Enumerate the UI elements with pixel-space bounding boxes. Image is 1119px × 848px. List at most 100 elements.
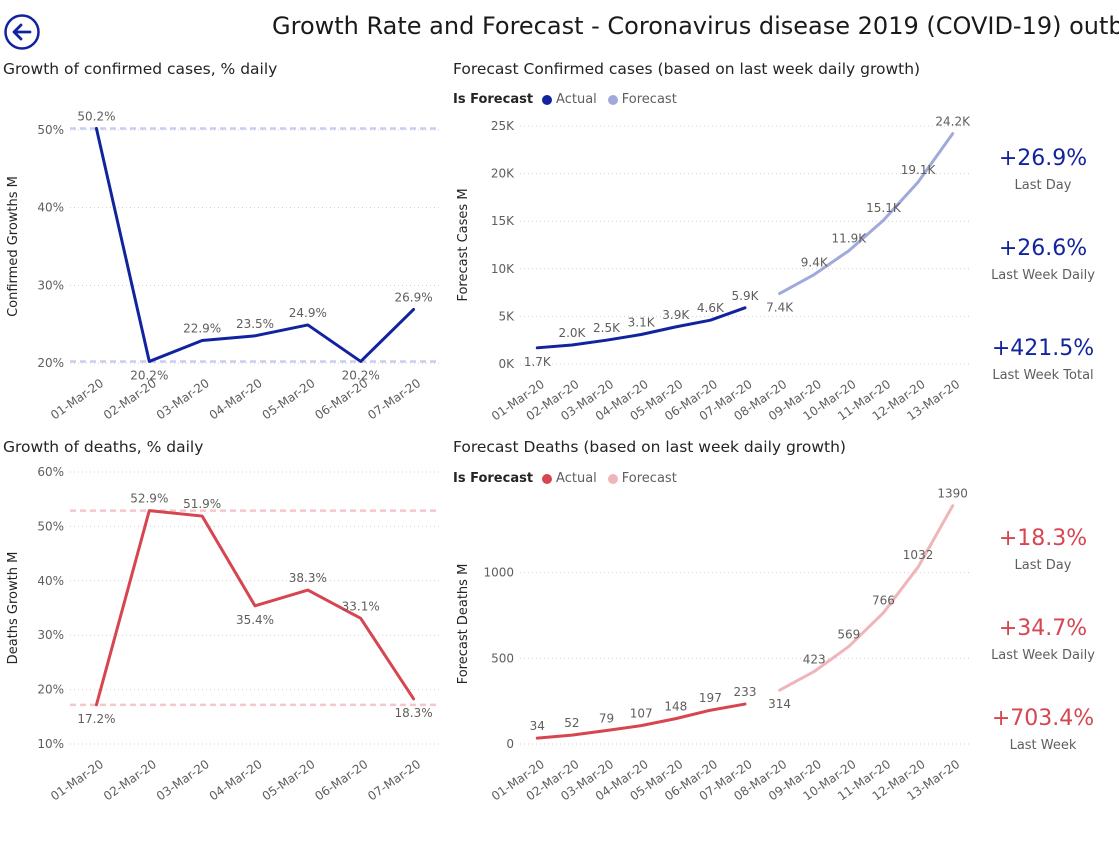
x-tick-label: 01-Mar-20 <box>48 376 106 423</box>
x-tick-label: 03-Mar-20 <box>154 376 212 423</box>
y-axis-title: Confirmed Growths M <box>6 176 21 317</box>
kpi-confirmed-last-week-daily: +26.6% Last Week Daily <box>973 236 1113 283</box>
data-label: 20.2% <box>342 368 380 382</box>
series-line-actual[interactable] <box>535 702 747 740</box>
x-tick-label: 02-Mar-20 <box>101 757 159 804</box>
y-tick-label: 60% <box>37 465 64 479</box>
kpi-label: Last Week Total <box>992 368 1094 383</box>
data-label: 2.5K <box>593 321 621 335</box>
data-label: 50.2% <box>77 109 115 123</box>
data-label: 197 <box>699 691 722 705</box>
data-label: 1032 <box>903 548 934 562</box>
series-line-growth[interactable] <box>94 126 416 363</box>
confirmed-growth-title: Growth of confirmed cases, % daily <box>3 60 278 78</box>
data-label: 1.7K <box>524 355 552 369</box>
kpi-value: +18.3% <box>998 526 1088 551</box>
data-label: 24.9% <box>289 306 327 320</box>
series-line-forecast[interactable] <box>778 132 955 296</box>
x-tick-label: 07-Mar-20 <box>365 376 423 423</box>
x-tick-label: 01-Mar-20 <box>48 757 106 804</box>
data-label: 3.9K <box>662 308 690 322</box>
y-tick-label: 25K <box>491 119 515 133</box>
x-tick-label: 05-Mar-20 <box>260 376 318 423</box>
kpi-deaths-last-week: +703.4% Last Week <box>973 706 1113 753</box>
kpi-label: Last Week Daily <box>991 648 1095 663</box>
y-tick-label: 50% <box>37 519 64 533</box>
legend-title: Is Forecast <box>453 92 534 107</box>
data-label: 423 <box>803 652 826 666</box>
data-label: 233 <box>734 685 757 699</box>
series-line-forecast[interactable] <box>778 504 955 692</box>
y-tick-label: 30% <box>37 628 64 642</box>
data-label: 15.1K <box>866 201 902 215</box>
legend-item-actual[interactable]: Actual <box>542 471 597 486</box>
data-label: 148 <box>664 700 687 714</box>
data-label: 569 <box>837 627 860 641</box>
data-label: 22.9% <box>183 321 221 335</box>
data-label: 7.4K <box>766 301 794 315</box>
y-axis-title: Deaths Growth M <box>6 552 21 665</box>
back-arrow-icon[interactable] <box>4 14 40 50</box>
legend-item-forecast[interactable]: Forecast <box>607 471 677 486</box>
kpi-value: +34.7% <box>998 616 1088 641</box>
data-label: 9.4K <box>801 256 829 270</box>
x-tick-label: 02-Mar-20 <box>101 376 159 423</box>
data-label: 34 <box>530 719 545 733</box>
legend-dot-icon <box>607 94 618 105</box>
y-axis-title: Forecast Cases M <box>456 188 471 301</box>
data-label: 1390 <box>937 487 968 501</box>
kpi-label: Last Week <box>1009 738 1077 753</box>
y-tick-label: 20K <box>491 167 515 181</box>
kpi-deaths-last-week-daily: +34.7% Last Week Daily <box>973 616 1113 663</box>
y-tick-label: 5K <box>498 309 515 323</box>
data-label: 2.0K <box>558 326 586 340</box>
data-label: 314 <box>768 697 791 711</box>
kpi-value: +26.6% <box>998 236 1088 261</box>
y-tick-label: 0 <box>506 737 514 751</box>
y-tick-label: 40% <box>37 574 64 588</box>
data-label: 35.4% <box>236 613 274 627</box>
x-tick-label: 05-Mar-20 <box>260 757 318 804</box>
x-tick-label: 04-Mar-20 <box>207 757 265 804</box>
y-tick-label: 10K <box>491 262 515 276</box>
data-label: 18.3% <box>395 706 433 720</box>
confirmed-growth-chart: 20% 30% 40% 50% Confirmed Growths M 01-Mar-20… <box>6 109 440 423</box>
data-label: 79 <box>599 711 614 725</box>
legend-item-actual[interactable]: Actual <box>542 92 597 107</box>
data-label: 24.2K <box>935 115 971 129</box>
data-label: 766 <box>872 594 895 608</box>
kpi-confirmed-last-week-total: +421.5% Last Week Total <box>973 336 1113 383</box>
x-tick-label: 04-Mar-20 <box>207 376 265 423</box>
legend-dot-icon <box>542 473 553 484</box>
legend-dot-icon <box>542 94 553 105</box>
kpi-label: Last Day <box>1014 178 1072 193</box>
series-line-growth[interactable] <box>94 509 416 707</box>
kpi-value: +26.9% <box>998 146 1088 171</box>
x-tick-label: 07-Mar-20 <box>365 757 423 804</box>
y-tick-label: 40% <box>37 201 64 215</box>
kpi-label: Last Day <box>1014 558 1072 573</box>
legend-item-forecast[interactable]: Forecast <box>607 92 677 107</box>
deaths-growth-title: Growth of deaths, % daily <box>3 438 204 456</box>
confirmed-forecast-title: Forecast Confirmed cases (based on last … <box>453 60 921 78</box>
data-label: 107 <box>630 707 653 721</box>
y-tick-label: 500 <box>491 651 514 665</box>
y-tick-label: 15K <box>491 214 515 228</box>
data-label: 11.9K <box>832 232 868 246</box>
data-label: 3.1K <box>628 315 656 329</box>
deaths-growth-chart: 10% 20% 30% 40% 50% 60% Deaths Growth M 01-Mar-… <box>6 465 440 804</box>
legend-dot-icon <box>607 473 618 484</box>
data-label: 52 <box>564 716 579 730</box>
y-tick-label: 1000 <box>483 566 514 580</box>
kpi-value: +703.4% <box>991 706 1095 731</box>
kpi-confirmed-last-day: +26.9% Last Day <box>973 146 1113 193</box>
y-tick-label: 0K <box>498 357 515 371</box>
data-label: 19.1K <box>901 163 937 177</box>
x-tick-label: 03-Mar-20 <box>154 757 212 804</box>
confirmed-forecast-legend: Is Forecast Actual Forecast <box>453 92 683 107</box>
y-axis-title: Forecast Deaths M <box>456 564 471 685</box>
y-tick-label: 20% <box>37 683 64 697</box>
y-tick-label: 10% <box>37 737 64 751</box>
series-line-actual[interactable] <box>535 306 747 350</box>
legend-title: Is Forecast <box>453 471 534 486</box>
